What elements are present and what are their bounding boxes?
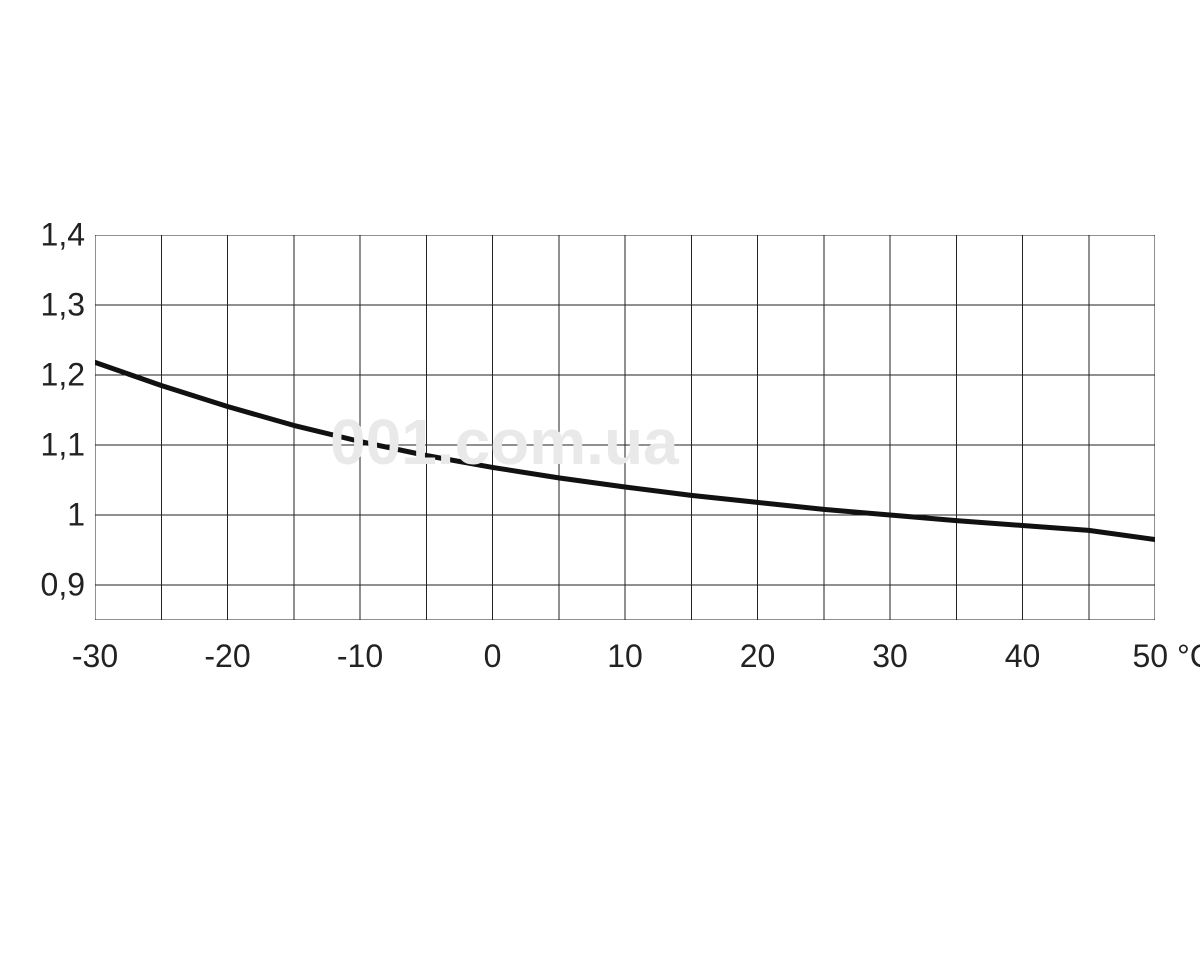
x-tick-label: 30 (872, 620, 908, 675)
line-chart: 0,911,11,21,31,4 -30-20-1001020304050 °C (95, 235, 1155, 620)
x-tick-label: 0 (484, 620, 502, 675)
x-tick-label: 10 (607, 620, 643, 675)
y-tick-label: 0,9 (41, 567, 95, 604)
y-tick-label: 1 (67, 497, 95, 534)
x-tick-label: -10 (337, 620, 383, 675)
y-tick-label: 1,3 (41, 287, 95, 324)
chart-plot-area (95, 235, 1155, 620)
x-tick-label: 40 (1005, 620, 1041, 675)
x-tick-label: 20 (740, 620, 776, 675)
canvas: 0,911,11,21,31,4 -30-20-1001020304050 °C… (0, 0, 1200, 960)
x-tick-label: -20 (204, 620, 250, 675)
y-tick-label: 1,4 (41, 217, 95, 254)
x-tick-label: 50 °C (1132, 620, 1200, 675)
y-tick-label: 1,2 (41, 357, 95, 394)
x-tick-label: -30 (72, 620, 118, 675)
y-tick-label: 1,1 (41, 427, 95, 464)
